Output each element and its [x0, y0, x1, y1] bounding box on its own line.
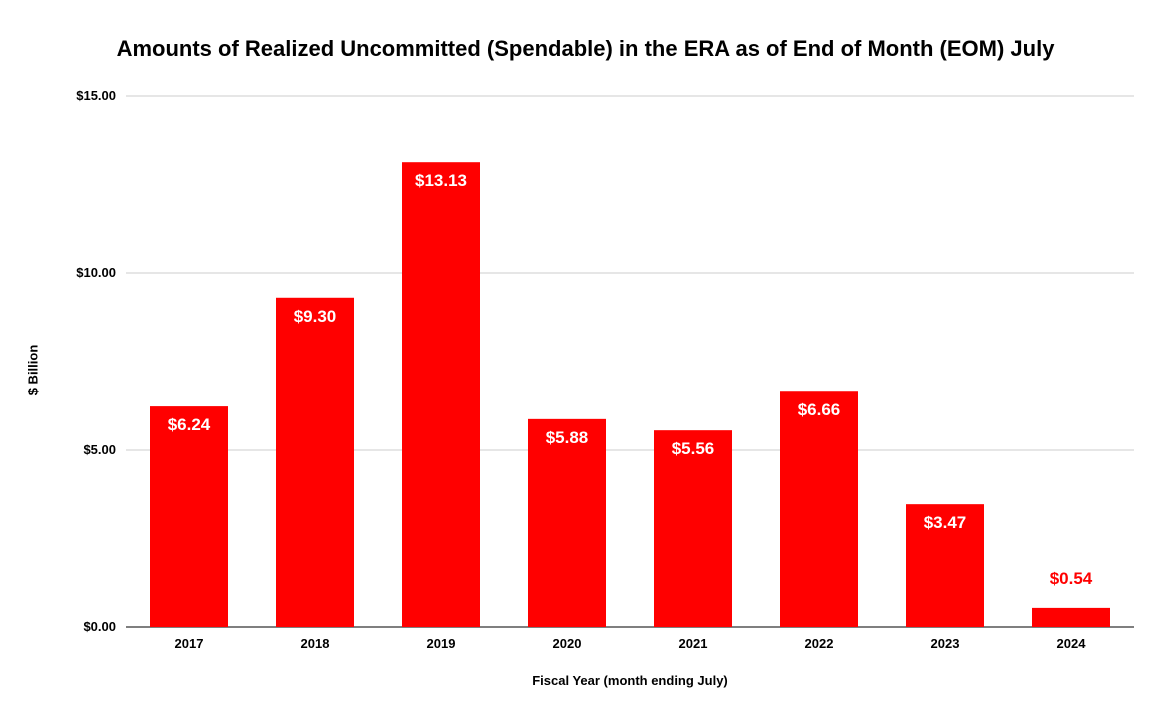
x-tick-label: 2019 [427, 636, 456, 651]
bar-2017 [150, 406, 228, 627]
y-tick-label: $5.00 [83, 442, 116, 457]
bar-2022 [780, 391, 858, 627]
bar-2019 [402, 162, 480, 627]
x-tick-label: 2017 [175, 636, 204, 651]
bars [150, 162, 1110, 627]
bar-2021 [654, 430, 732, 627]
data-label: $5.56 [672, 439, 715, 458]
x-tick-label: 2021 [679, 636, 708, 651]
x-tick-label: 2022 [805, 636, 834, 651]
x-tick-labels: 2017 2018 2019 2020 2021 2022 2023 2024 [175, 636, 1087, 651]
data-labels: $6.24 $9.30 $13.13 $5.88 $5.56 $6.66 $3.47 $0.5… [168, 171, 1093, 588]
x-tick-label: 2024 [1057, 636, 1087, 651]
x-tick-label: 2018 [301, 636, 330, 651]
x-tick-label: 2020 [553, 636, 582, 651]
data-label: $9.30 [294, 307, 337, 326]
y-tick-label: $10.00 [76, 265, 116, 280]
bar-2023 [906, 504, 984, 627]
data-label: $3.47 [924, 513, 967, 532]
bar-2020 [528, 418, 606, 627]
data-label: $13.13 [415, 171, 467, 190]
data-label: $6.24 [168, 415, 211, 434]
data-label: $6.66 [798, 400, 841, 419]
x-axis-label: Fiscal Year (month ending July) [532, 673, 728, 688]
bar-2024 [1032, 607, 1110, 627]
bar-2018 [276, 297, 354, 627]
data-label: $0.54 [1050, 569, 1093, 588]
chart-title: Amounts of Realized Uncommitted (Spendab… [116, 36, 1055, 61]
x-tick-label: 2023 [931, 636, 960, 651]
y-tick-label: $15.00 [76, 88, 116, 103]
y-tick-labels: $0.00 $5.00 $10.00 $15.00 [76, 88, 116, 634]
y-tick-label: $0.00 [83, 619, 116, 634]
data-label: $5.88 [546, 428, 589, 447]
